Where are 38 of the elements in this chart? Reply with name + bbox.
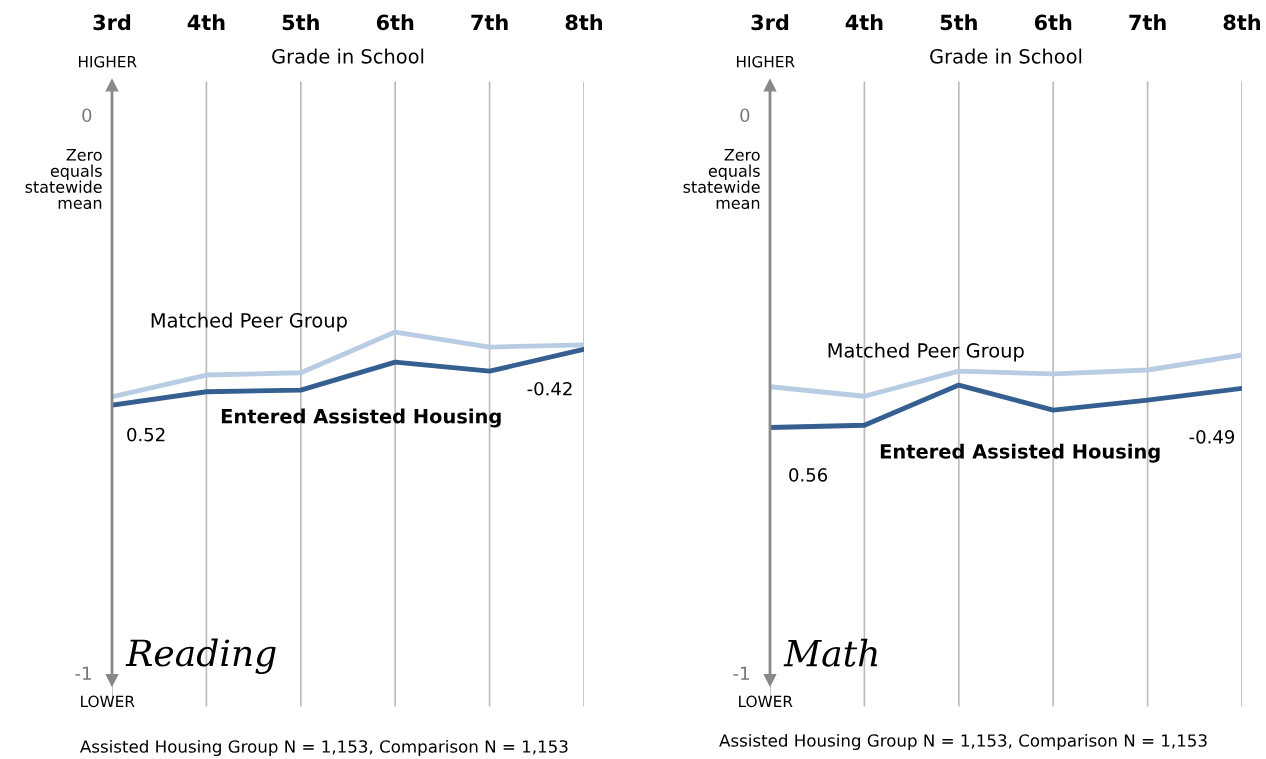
annotation: LOWER	[739, 695, 793, 708]
x-tick-label: 6th	[376, 14, 414, 31]
annotation: Zero equals statewide mean	[25, 148, 102, 210]
y-tick-label: -1	[733, 666, 749, 680]
annotation: 0.56	[789, 468, 828, 482]
annotation: -0.42	[527, 381, 572, 396]
x-axis-title: Grade in School	[930, 48, 1082, 64]
x-axis-title: Grade in School	[272, 48, 424, 64]
text: Assisted Housing Group N = 1,153, Comparison N = 1,153	[719, 733, 1207, 751]
annotation: LOWER	[81, 695, 135, 708]
line-series	[770, 382, 1242, 430]
x-tick-label: 5th	[282, 14, 319, 31]
annotation: Reading	[125, 638, 276, 674]
x-tick-label: 8th	[565, 14, 603, 31]
x-tick-label: 6th	[1034, 14, 1072, 31]
x-tick-label: 7th	[1129, 14, 1166, 30]
x-tick-label: 8th	[1223, 14, 1261, 31]
y-tick-label: -1	[75, 666, 91, 680]
annotation: Math	[783, 638, 878, 667]
annotation: -0.49	[1189, 430, 1235, 444]
x-tick-label: 3rd	[93, 14, 131, 31]
series-label: Entered Assisted Housing	[221, 408, 501, 428]
series-label: Matched Peer Group	[828, 342, 1024, 362]
x-tick-label: 7th	[471, 14, 508, 30]
series-label: Entered Assisted Housing	[880, 443, 1160, 463]
x-tick-label: 4th	[187, 14, 225, 30]
y-tick-label: 0	[82, 108, 92, 123]
series-label: Matched Peer Group	[151, 312, 347, 332]
text: HIGHER	[78, 55, 137, 68]
x-tick-label: 3rd	[751, 14, 789, 31]
text: HIGHER	[736, 55, 795, 68]
y-tick-label: 0	[740, 108, 750, 123]
x-tick-label: 5th	[940, 14, 977, 31]
annotation: 0.52	[127, 427, 165, 442]
text: Assisted Housing Group N = 1,153, Comparison N = 1,153	[80, 739, 568, 757]
x-tick-label: 4th	[845, 14, 883, 30]
annotation: Zero equals statewide mean	[683, 148, 760, 210]
line-series	[112, 346, 584, 408]
